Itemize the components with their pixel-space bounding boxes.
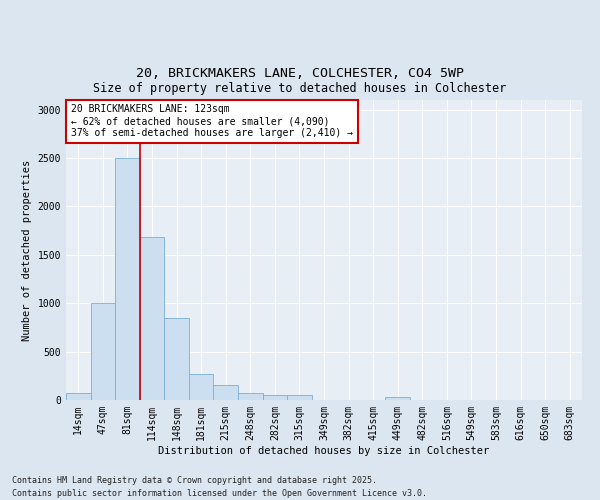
Text: 20, BRICKMAKERS LANE, COLCHESTER, CO4 5WP: 20, BRICKMAKERS LANE, COLCHESTER, CO4 5W…	[136, 67, 464, 80]
X-axis label: Distribution of detached houses by size in Colchester: Distribution of detached houses by size …	[158, 446, 490, 456]
Bar	[140, 238, 164, 400]
Bar	[91, 303, 115, 400]
Bar	[263, 394, 287, 400]
Bar	[66, 392, 91, 400]
Bar	[385, 396, 410, 400]
Text: Contains public sector information licensed under the Open Government Licence v3: Contains public sector information licen…	[12, 488, 427, 498]
Bar	[115, 158, 140, 400]
Bar	[214, 386, 238, 400]
Bar	[164, 318, 189, 400]
Bar	[238, 392, 263, 400]
Text: Contains HM Land Registry data © Crown copyright and database right 2025.: Contains HM Land Registry data © Crown c…	[12, 476, 377, 485]
Bar	[189, 374, 214, 400]
Text: Size of property relative to detached houses in Colchester: Size of property relative to detached ho…	[94, 82, 506, 95]
Bar	[287, 395, 312, 400]
Text: 20 BRICKMAKERS LANE: 123sqm
← 62% of detached houses are smaller (4,090)
37% of : 20 BRICKMAKERS LANE: 123sqm ← 62% of det…	[71, 104, 353, 138]
Y-axis label: Number of detached properties: Number of detached properties	[22, 160, 32, 340]
